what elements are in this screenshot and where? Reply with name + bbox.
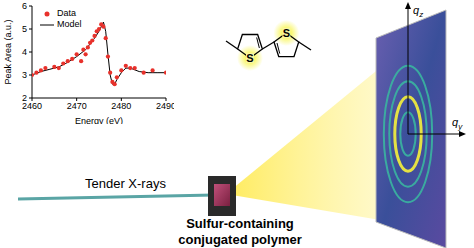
svg-text:3: 3: [22, 70, 27, 80]
svg-text:2470: 2470: [67, 101, 87, 111]
html-text:Model: Model: [57, 19, 82, 29]
svg-text:qy: qy: [452, 116, 463, 131]
svg-text:2480: 2480: [111, 101, 131, 111]
svg-text:S: S: [283, 27, 290, 39]
svg-text:2490: 2490: [156, 101, 174, 111]
svg-text:Tender X-rays: Tender X-rays: [85, 176, 166, 191]
svg-text:2: 2: [22, 93, 27, 103]
svg-text:Peak Area (a.u.): Peak Area (a.u.): [8, 19, 13, 84]
svg-text:4: 4: [22, 47, 27, 57]
svg-text:qz: qz: [413, 4, 423, 19]
html-text:Data: Data: [57, 8, 76, 18]
svg-text:5: 5: [22, 24, 27, 34]
svg-text:Energy (eV): Energy (eV): [75, 116, 123, 124]
svg-text:S: S: [246, 52, 253, 64]
svg-text:Sulfur-containing: Sulfur-containing: [186, 216, 294, 231]
svg-text:2460: 2460: [22, 101, 42, 112]
svg-text:conjugated polymer: conjugated polymer: [178, 232, 302, 247]
svg-text:6: 6: [22, 1, 27, 11]
